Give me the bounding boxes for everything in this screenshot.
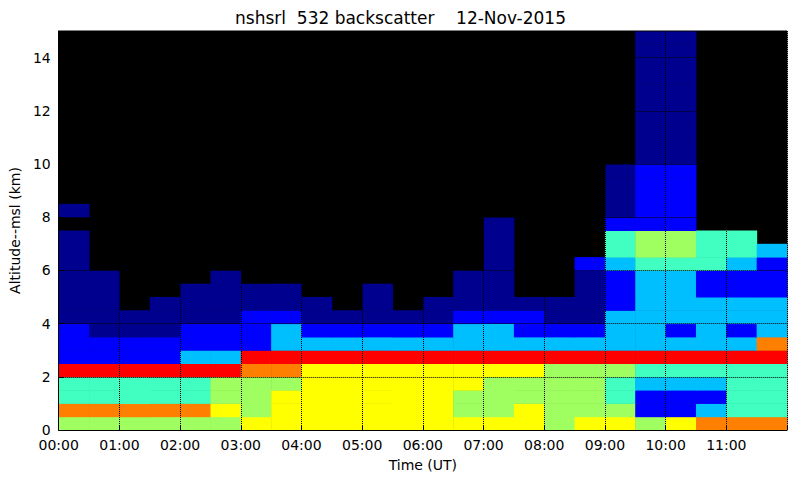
svg-text:Altitude--msl (km): Altitude--msl (km)	[7, 167, 23, 294]
svg-text:14: 14	[33, 50, 51, 66]
svg-text:02:00: 02:00	[160, 437, 200, 453]
svg-text:4: 4	[42, 316, 51, 332]
svg-text:01:00: 01:00	[99, 437, 139, 453]
svg-text:6: 6	[42, 262, 51, 278]
svg-text:09:00: 09:00	[585, 437, 625, 453]
svg-text:08:00: 08:00	[524, 437, 564, 453]
svg-text:06:00: 06:00	[403, 437, 443, 453]
svg-text:11:00: 11:00	[706, 437, 746, 453]
svg-text:8: 8	[42, 209, 51, 225]
svg-text:03:00: 03:00	[221, 437, 261, 453]
svg-text:nshsrl 532 backscatter 12-: nshsrl 532 backscatter 12-Nov-2015	[235, 8, 566, 28]
svg-text:12: 12	[33, 103, 51, 119]
svg-text:0: 0	[42, 422, 51, 438]
svg-text:07:00: 07:00	[463, 437, 503, 453]
svg-text:10:00: 10:00	[645, 437, 685, 453]
svg-text:04:00: 04:00	[281, 437, 321, 453]
svg-text:Time (UT): Time (UT)	[388, 457, 457, 473]
svg-text:10: 10	[33, 156, 51, 172]
svg-text:00:00: 00:00	[39, 437, 79, 453]
svg-text:05:00: 05:00	[342, 437, 382, 453]
svg-text:2: 2	[42, 369, 51, 385]
